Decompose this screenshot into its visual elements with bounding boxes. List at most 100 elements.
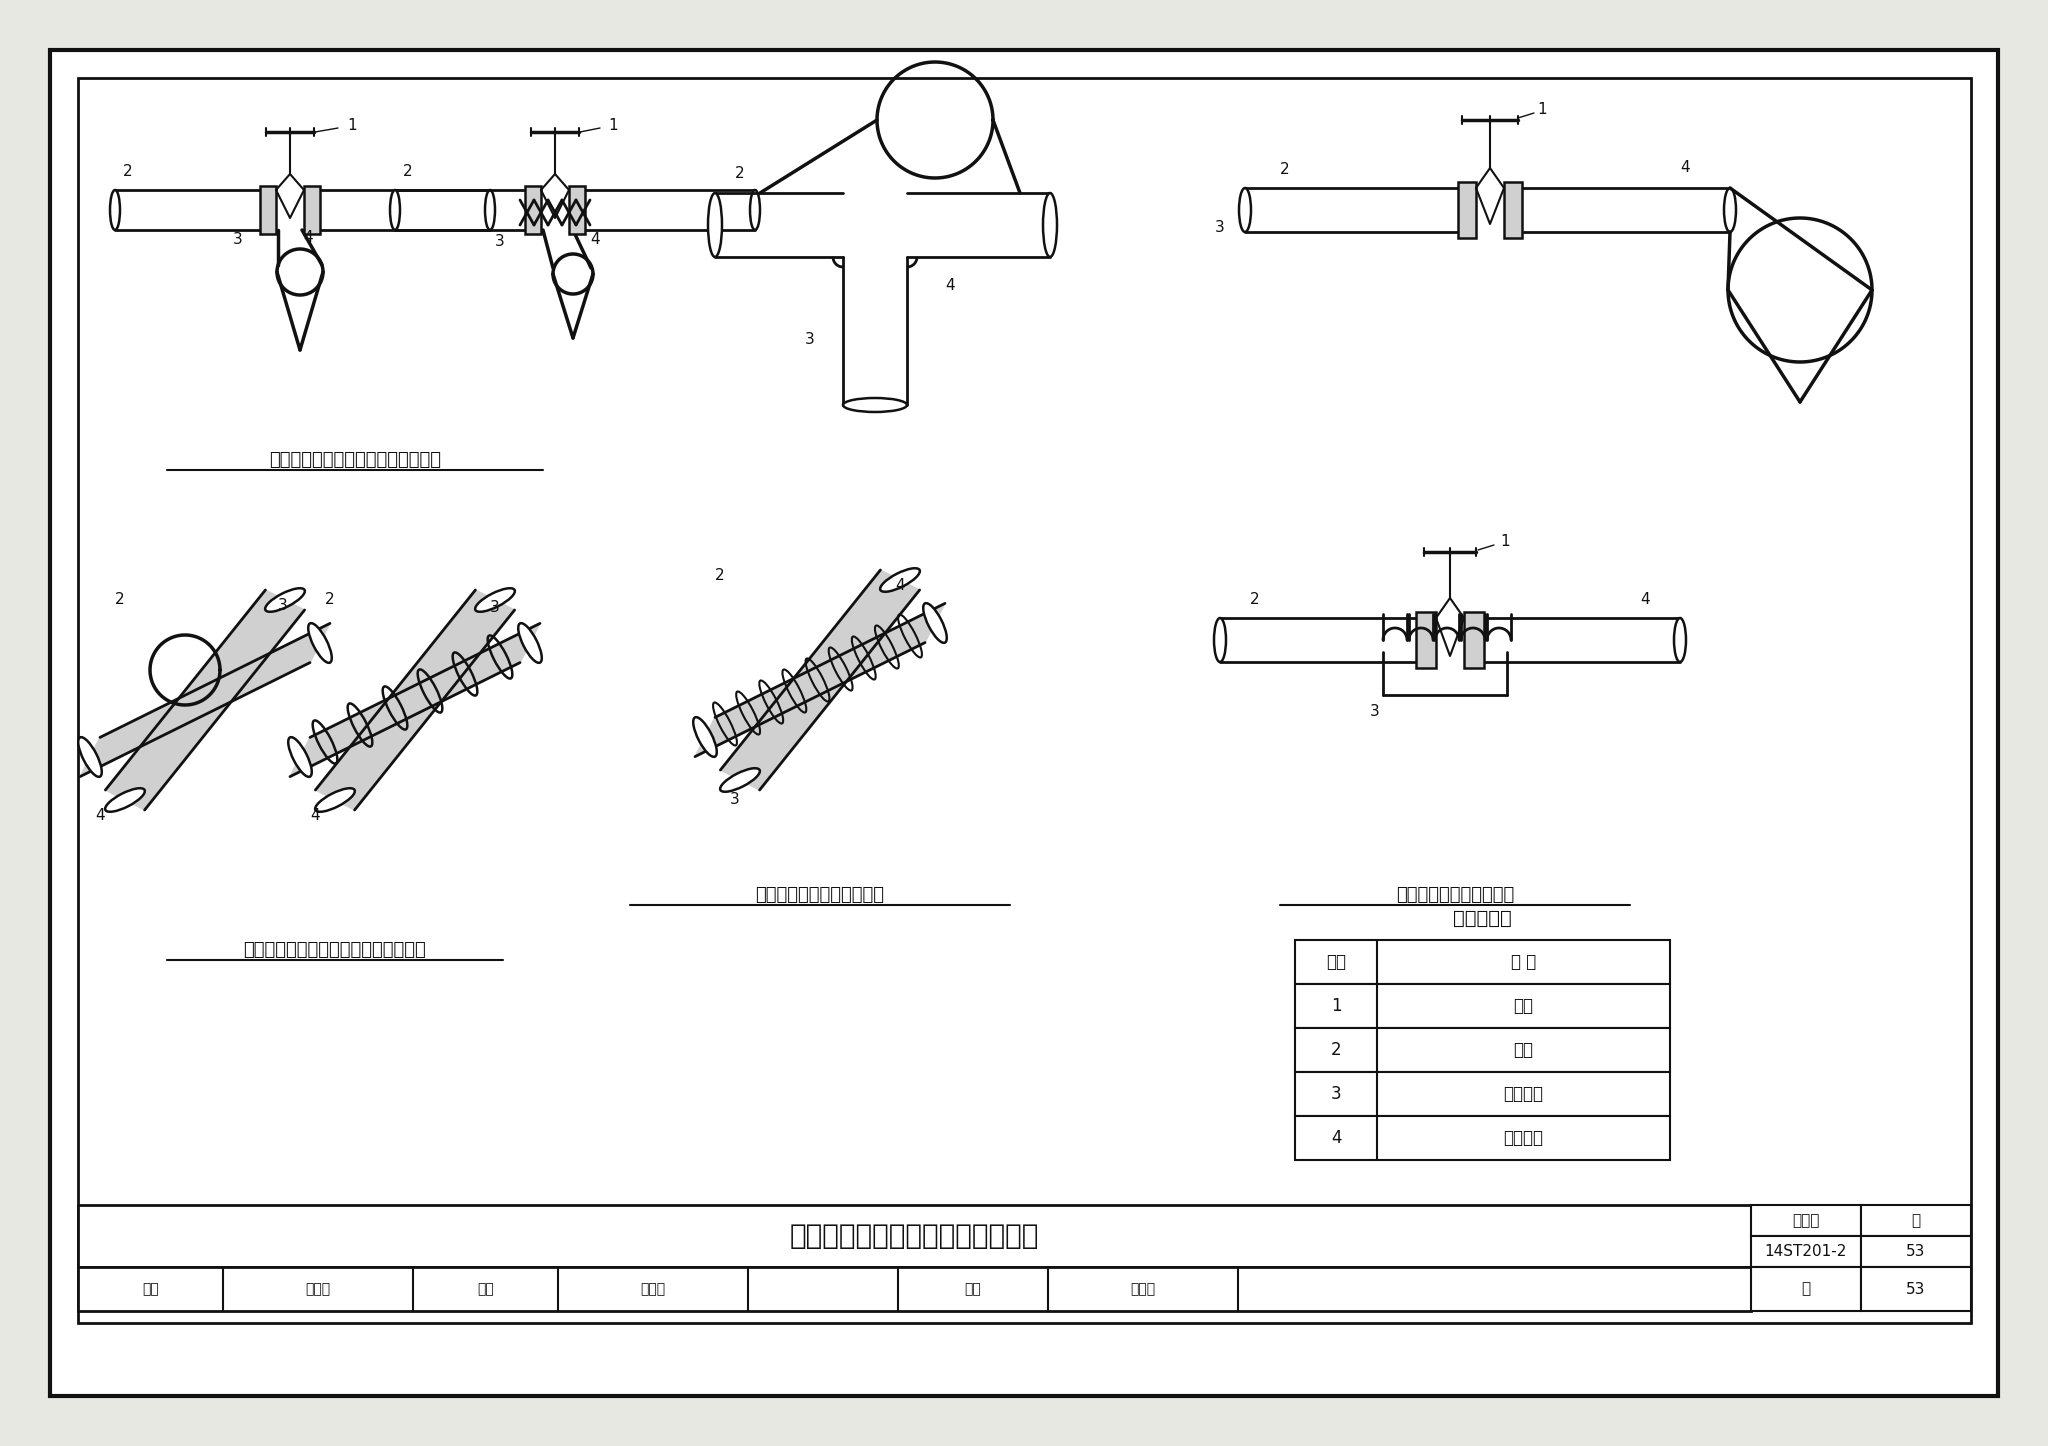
Polygon shape (694, 603, 944, 756)
Ellipse shape (881, 568, 920, 591)
Bar (1294, 1116, 1669, 1160)
Text: 电伴热带: 电伴热带 (1503, 1084, 1544, 1103)
Text: 53: 53 (1907, 1281, 1925, 1297)
Text: 管道: 管道 (1513, 1041, 1534, 1058)
Ellipse shape (475, 589, 514, 612)
Bar (1458, 182, 1477, 239)
Polygon shape (80, 623, 330, 777)
Ellipse shape (78, 737, 102, 777)
Text: 恒功率电伴热带缠绕三通管: 恒功率电伴热带缠绕三通管 (756, 886, 885, 904)
Ellipse shape (309, 623, 332, 662)
Bar (78, 1205, 1751, 1267)
Bar (524, 187, 541, 234)
Ellipse shape (111, 189, 121, 230)
Ellipse shape (518, 623, 543, 662)
Bar (303, 187, 319, 234)
Bar (78, 1267, 1751, 1312)
Bar (1862, 1267, 1970, 1312)
Text: 页: 页 (1802, 1281, 1810, 1297)
Bar (1751, 1236, 1862, 1267)
Bar (1751, 1267, 1862, 1312)
Text: 审核: 审核 (141, 1283, 160, 1296)
Text: 1: 1 (1538, 103, 1546, 117)
Ellipse shape (1673, 617, 1686, 662)
Bar (1415, 612, 1436, 668)
Text: 固定胶带: 固定胶带 (1503, 1129, 1544, 1147)
Text: 编号: 编号 (1325, 953, 1346, 972)
Text: 恒功率电伴热带缠绕闸阀: 恒功率电伴热带缠绕闸阀 (1397, 886, 1513, 904)
Text: 14ST201-2: 14ST201-2 (1765, 1244, 1847, 1259)
Text: 设计: 设计 (965, 1283, 981, 1296)
Text: 2: 2 (1280, 162, 1290, 178)
Text: 图集号: 图集号 (1792, 1213, 1821, 1228)
Text: 3: 3 (731, 792, 739, 807)
Text: 1: 1 (608, 117, 618, 133)
Text: 阀门、三通的电伴热带安装位置图: 阀门、三通的电伴热带安装位置图 (791, 1222, 1038, 1249)
Text: 3: 3 (1331, 1084, 1341, 1103)
Ellipse shape (1214, 617, 1227, 662)
Text: 1: 1 (1331, 996, 1341, 1015)
Text: 4: 4 (1679, 161, 1690, 175)
Bar (1464, 612, 1485, 668)
Ellipse shape (485, 189, 496, 230)
Text: 2: 2 (326, 593, 334, 607)
Ellipse shape (315, 788, 354, 811)
Ellipse shape (1239, 188, 1251, 231)
Text: 赵际顺: 赵际顺 (641, 1283, 666, 1296)
Ellipse shape (692, 717, 717, 756)
Polygon shape (315, 590, 514, 810)
Text: 张先群: 张先群 (305, 1283, 330, 1296)
Bar (78, 78, 1970, 1323)
Text: 4: 4 (303, 230, 313, 246)
Polygon shape (104, 590, 305, 810)
Ellipse shape (924, 603, 946, 643)
Bar (1862, 1236, 1970, 1267)
Text: 校对: 校对 (477, 1283, 494, 1296)
Text: 名称对照表: 名称对照表 (1454, 908, 1511, 927)
Text: 1: 1 (348, 117, 356, 133)
Ellipse shape (750, 189, 760, 230)
Text: 赵恒鹏: 赵恒鹏 (1130, 1283, 1155, 1296)
Text: 2: 2 (1331, 1041, 1341, 1058)
Text: 4: 4 (1640, 593, 1651, 607)
Text: 2: 2 (115, 593, 125, 607)
Text: 4: 4 (895, 577, 905, 593)
Text: 3: 3 (279, 597, 289, 613)
Text: 4: 4 (1331, 1129, 1341, 1147)
Text: 页: 页 (1911, 1213, 1921, 1228)
Polygon shape (291, 623, 541, 777)
Ellipse shape (104, 788, 145, 811)
Ellipse shape (1042, 192, 1057, 257)
Text: 2: 2 (735, 165, 745, 181)
Text: 2: 2 (1249, 593, 1260, 607)
Text: 3: 3 (1214, 220, 1225, 236)
Bar (260, 187, 276, 234)
Polygon shape (721, 570, 920, 790)
Ellipse shape (389, 189, 399, 230)
Text: 变功率（自限式）电伴热带缠绕三通管: 变功率（自限式）电伴热带缠绕三通管 (244, 941, 426, 959)
Text: 3: 3 (805, 333, 815, 347)
Text: 3: 3 (1370, 704, 1380, 720)
Ellipse shape (264, 589, 305, 612)
Bar (1751, 1205, 1862, 1236)
Text: 4: 4 (946, 278, 954, 292)
Text: 名 称: 名 称 (1511, 953, 1536, 972)
Text: 3: 3 (489, 600, 500, 616)
Text: 3: 3 (496, 234, 506, 250)
Text: 4: 4 (94, 807, 104, 823)
Bar (1294, 940, 1669, 983)
Text: 4: 4 (590, 233, 600, 247)
Ellipse shape (844, 398, 907, 412)
Text: 2: 2 (403, 165, 414, 179)
Text: 2: 2 (123, 165, 133, 179)
Text: 变功率（自限式）电伴热带缠绕闸阀: 变功率（自限式）电伴热带缠绕闸阀 (268, 451, 440, 469)
Text: 4: 4 (309, 807, 319, 823)
Text: 阀体: 阀体 (1513, 996, 1534, 1015)
Ellipse shape (289, 737, 311, 777)
Ellipse shape (721, 768, 760, 792)
Text: 53: 53 (1907, 1244, 1925, 1259)
Bar (569, 187, 586, 234)
Text: 3: 3 (233, 233, 244, 247)
Bar (1503, 182, 1522, 239)
Bar (1862, 1205, 1970, 1236)
